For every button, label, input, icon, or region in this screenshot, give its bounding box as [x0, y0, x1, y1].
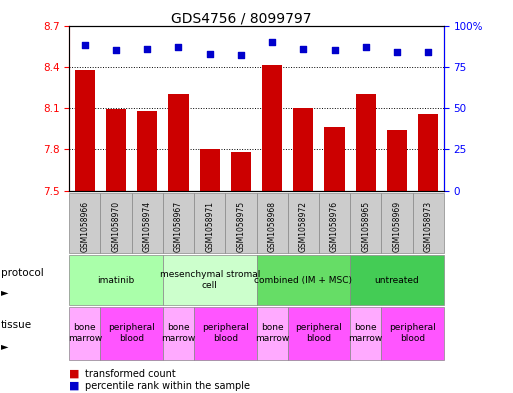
Point: [393, 49, 401, 55]
Text: bone
marrow: bone marrow: [68, 323, 102, 343]
Bar: [356, 94, 376, 191]
Text: GSM1058969: GSM1058969: [392, 200, 402, 252]
Point: [237, 52, 245, 59]
Text: percentile rank within the sample: percentile rank within the sample: [85, 381, 250, 391]
Text: bone
marrow: bone marrow: [349, 323, 383, 343]
Text: GSM1058976: GSM1058976: [330, 200, 339, 252]
Point: [143, 46, 151, 52]
Text: peripheral
blood: peripheral blood: [295, 323, 342, 343]
Bar: [168, 94, 189, 191]
Bar: [106, 109, 126, 191]
Text: ►: ►: [1, 287, 9, 297]
Text: GSM1058970: GSM1058970: [111, 200, 121, 252]
Point: [362, 44, 370, 50]
Bar: [137, 111, 157, 191]
Text: GSM1058973: GSM1058973: [424, 200, 432, 252]
Point: [81, 42, 89, 48]
Text: GSM1058972: GSM1058972: [299, 200, 308, 252]
Text: ■: ■: [69, 381, 80, 391]
Text: GSM1058971: GSM1058971: [205, 200, 214, 252]
Text: bone
marrow: bone marrow: [255, 323, 289, 343]
Point: [206, 50, 214, 57]
Text: peripheral
blood: peripheral blood: [202, 323, 249, 343]
Text: GSM1058975: GSM1058975: [236, 200, 245, 252]
Text: ■: ■: [69, 369, 80, 379]
Bar: [75, 70, 95, 191]
Bar: [293, 108, 313, 191]
Text: peripheral
blood: peripheral blood: [108, 323, 155, 343]
Bar: [200, 149, 220, 191]
Text: imatinib: imatinib: [97, 275, 135, 285]
Text: peripheral
blood: peripheral blood: [389, 323, 436, 343]
Text: GSM1058966: GSM1058966: [81, 200, 89, 252]
Bar: [387, 130, 407, 191]
Point: [174, 44, 183, 50]
Text: protocol: protocol: [1, 268, 44, 277]
Text: GSM1058968: GSM1058968: [268, 200, 277, 252]
Point: [299, 46, 307, 52]
Text: GSM1058974: GSM1058974: [143, 200, 152, 252]
Bar: [324, 127, 345, 191]
Text: GSM1058967: GSM1058967: [174, 200, 183, 252]
Text: tissue: tissue: [1, 320, 32, 330]
Text: combined (IM + MSC): combined (IM + MSC): [254, 275, 352, 285]
Text: bone
marrow: bone marrow: [162, 323, 195, 343]
Text: ►: ►: [1, 342, 9, 351]
Text: GDS4756 / 8099797: GDS4756 / 8099797: [171, 11, 311, 25]
Bar: [418, 114, 438, 191]
Bar: [231, 152, 251, 191]
Text: GSM1058965: GSM1058965: [361, 200, 370, 252]
Text: transformed count: transformed count: [85, 369, 175, 379]
Bar: [262, 65, 282, 191]
Point: [112, 47, 120, 53]
Text: mesenchymal stromal
cell: mesenchymal stromal cell: [160, 270, 260, 290]
Point: [268, 39, 276, 45]
Point: [330, 47, 339, 53]
Text: untreated: untreated: [374, 275, 419, 285]
Point: [424, 49, 432, 55]
